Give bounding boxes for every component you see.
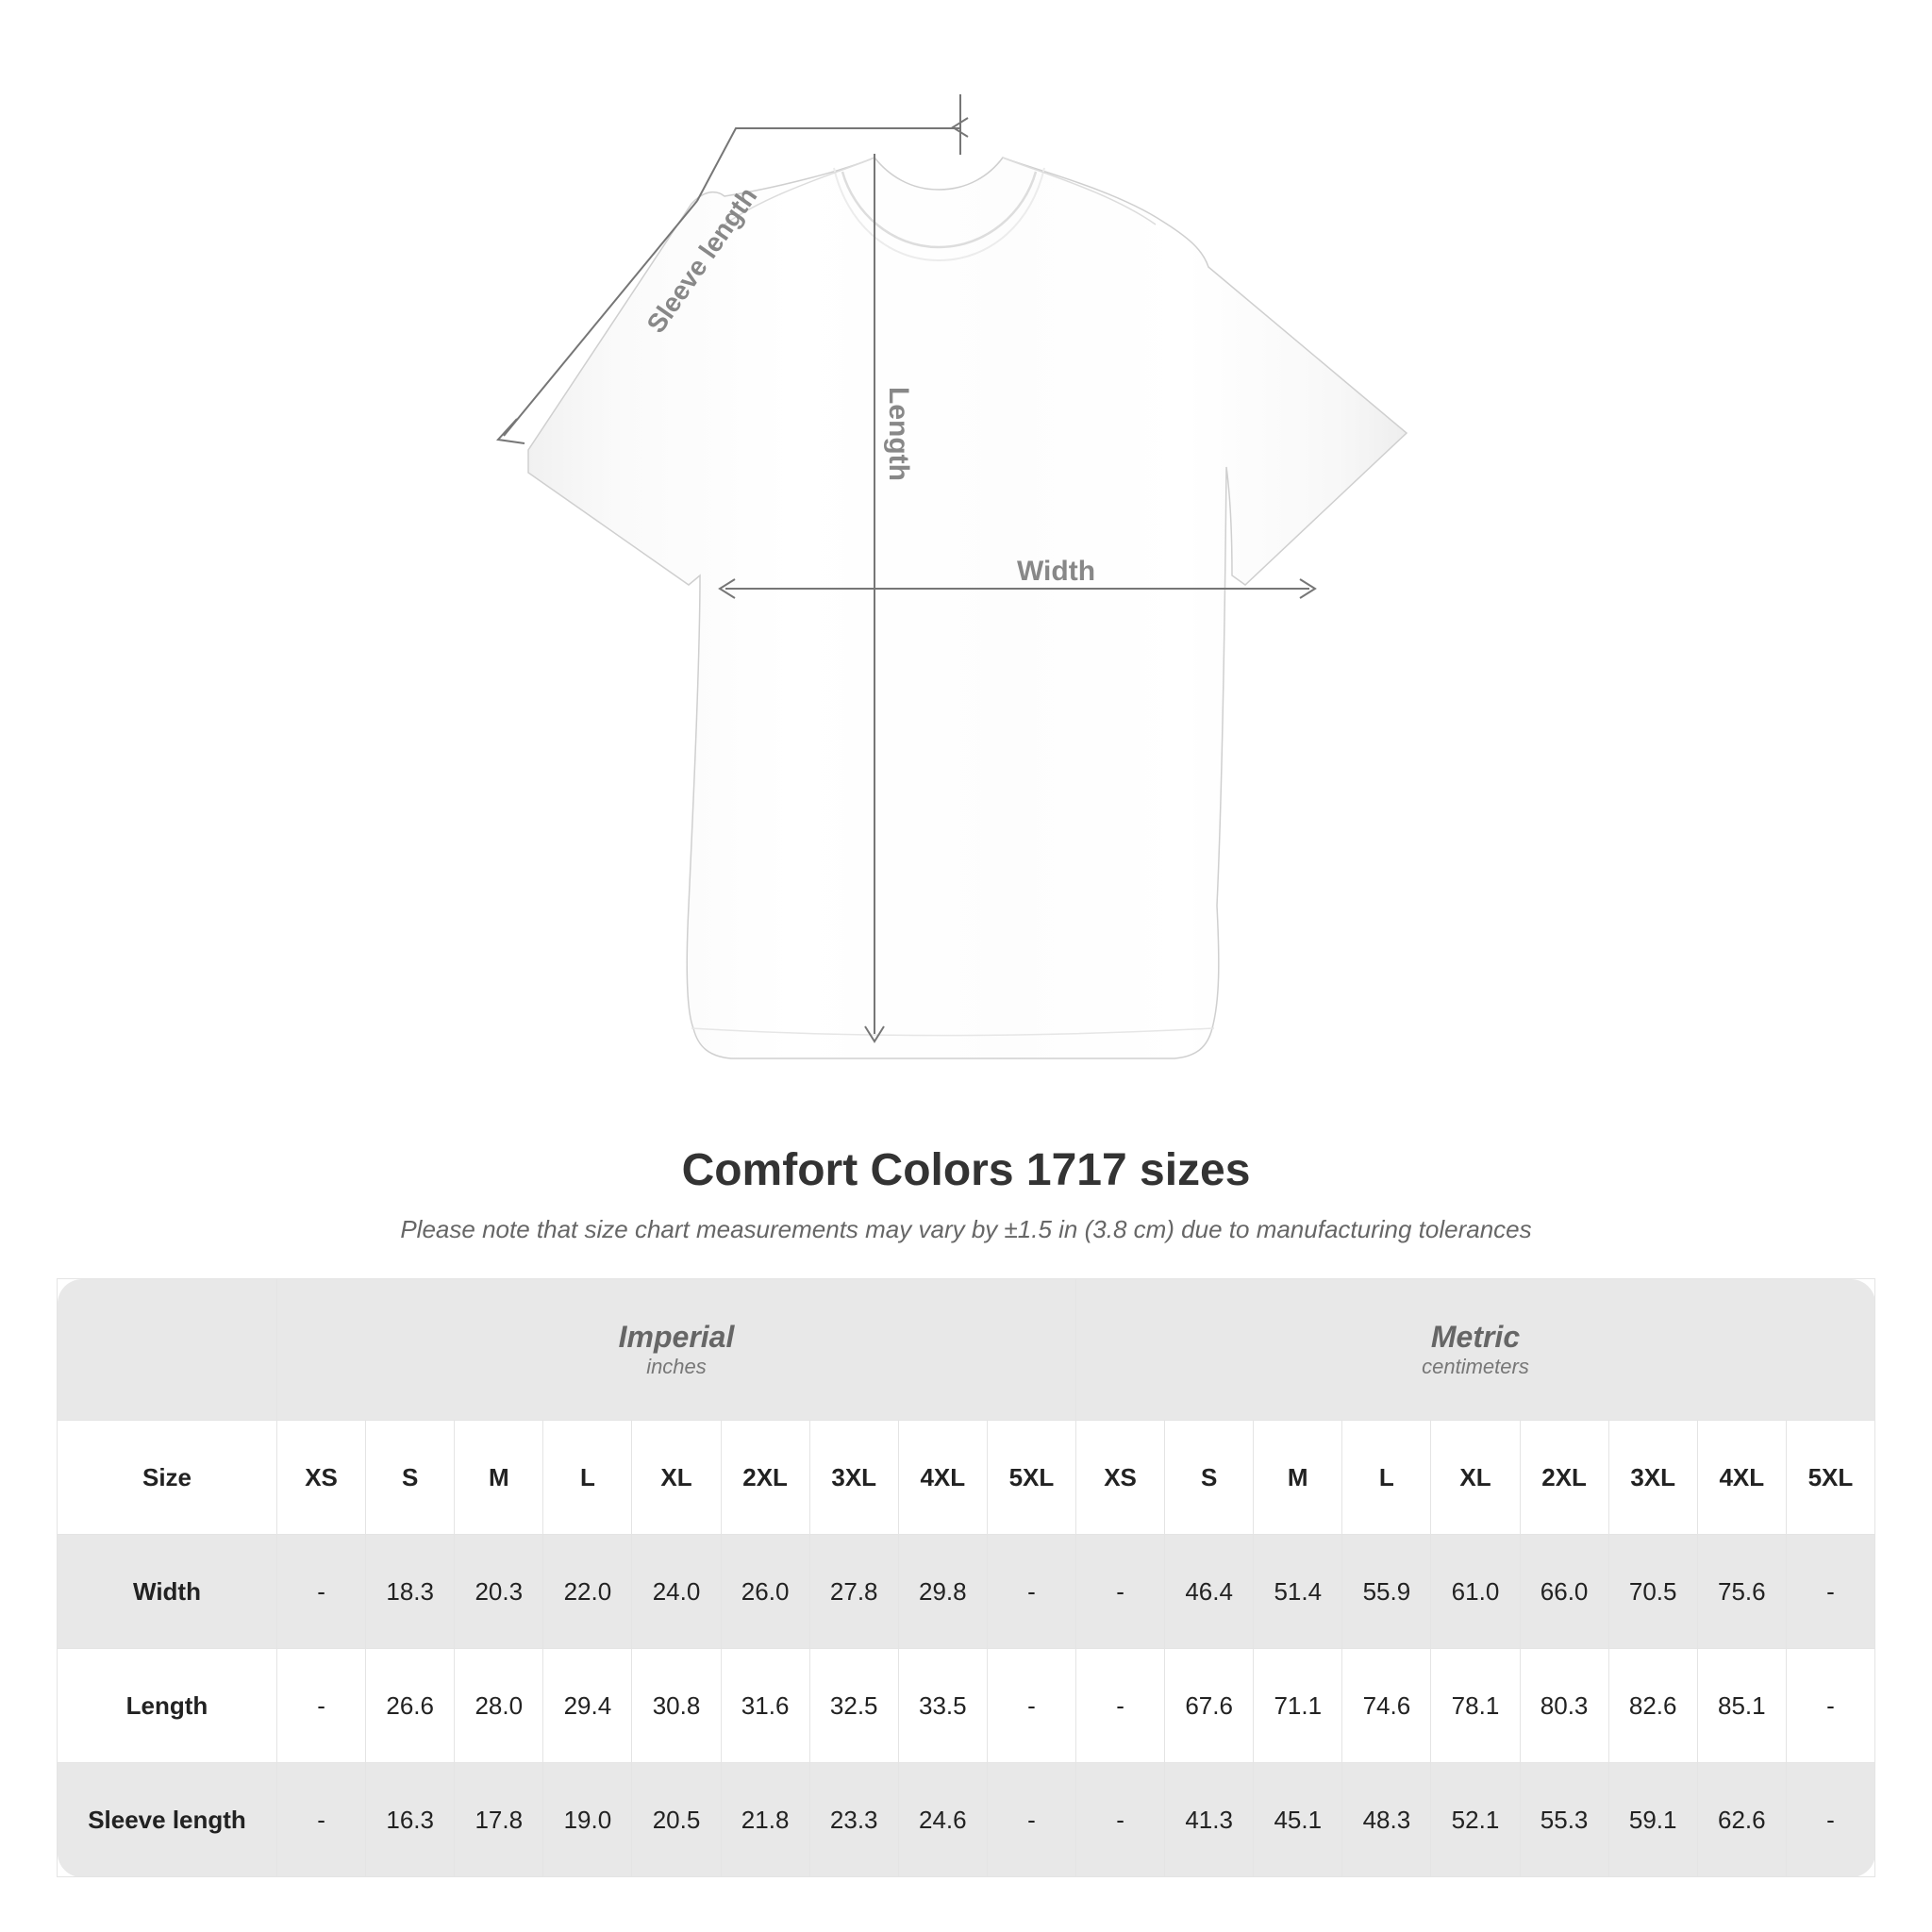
svg-text:Width: Width	[1017, 556, 1095, 587]
svg-text:Length: Length	[883, 387, 914, 481]
